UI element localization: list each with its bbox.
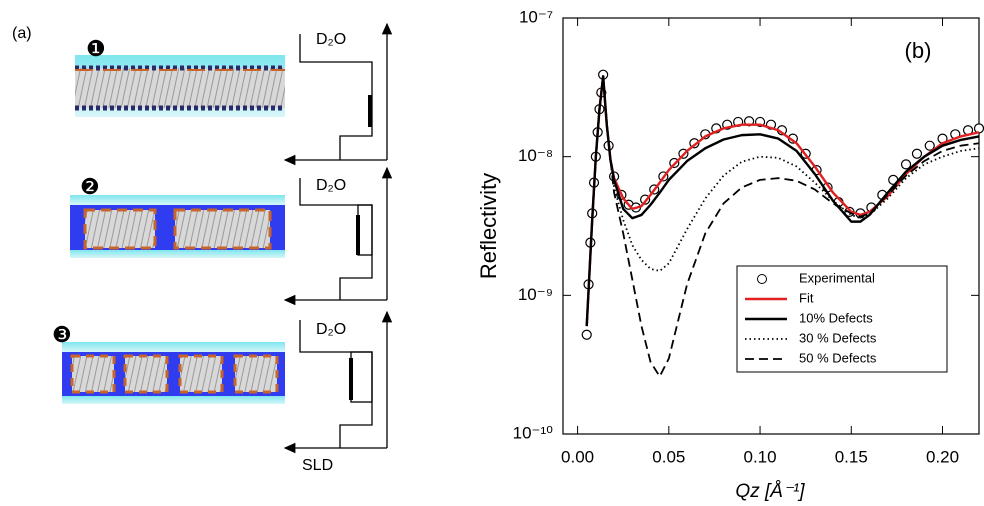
x-tick-label: 0.10	[744, 447, 777, 466]
data-point	[900, 159, 912, 170]
data-point	[581, 329, 592, 340]
schematic: (a) ❶ ❷ ❸	[12, 22, 393, 474]
x-tick-label: 0.00	[561, 447, 594, 466]
panel-annotation: (b)	[905, 38, 932, 63]
profile-label: D₂O	[316, 177, 346, 194]
sld-profiles	[283, 22, 393, 454]
series-line	[585, 75, 980, 378]
legend-label: 30 % Defects	[799, 330, 877, 345]
x-axis-title: Qz [Å⁻¹]	[735, 481, 805, 502]
profile-label: D₂O	[316, 31, 346, 48]
bilayer-patch	[83, 208, 157, 250]
bilayer	[75, 68, 285, 108]
y-tick-label: 10⁻⁹	[518, 285, 553, 304]
y-tick-label: 10⁻⁷	[519, 7, 553, 26]
legend-label: Fit	[799, 290, 814, 305]
x-tick-label: 0.15	[835, 447, 868, 466]
x-tick-label: 0.05	[652, 447, 685, 466]
series-line	[585, 75, 980, 327]
panel-number: ❶	[86, 36, 106, 61]
legend-label: 10% Defects	[799, 310, 873, 325]
water-layer	[62, 396, 285, 404]
panel-label: (a)	[12, 25, 32, 42]
bilayer-patch	[173, 208, 272, 250]
plot-frame	[562, 17, 980, 435]
profile-label: D₂O	[316, 321, 346, 338]
y-axis-title: Reflectivity	[476, 173, 501, 279]
bilayer-patch	[70, 354, 116, 394]
axis-label: SLD	[302, 457, 333, 474]
series-line	[585, 75, 980, 327]
water-layer	[70, 195, 285, 205]
panel-number: ❷	[80, 174, 100, 199]
y-tick-label: 10⁻⁸	[518, 146, 553, 165]
data-point	[924, 140, 935, 151]
legend-label: 50 % Defects	[799, 350, 877, 365]
water-layer	[62, 342, 285, 352]
y-tick-label: 10⁻¹⁰	[513, 423, 554, 442]
legend-label: Experimental	[799, 270, 875, 285]
legend-marker	[757, 274, 767, 284]
bilayer-patch	[123, 354, 169, 394]
data-point	[911, 148, 923, 159]
water-layer	[70, 250, 285, 258]
bilayer-patch	[233, 354, 279, 394]
panel-number: ❸	[52, 322, 72, 347]
data-point	[973, 123, 984, 134]
x-tick-label: 0.20	[926, 447, 959, 466]
bilayer-patch	[178, 354, 224, 394]
